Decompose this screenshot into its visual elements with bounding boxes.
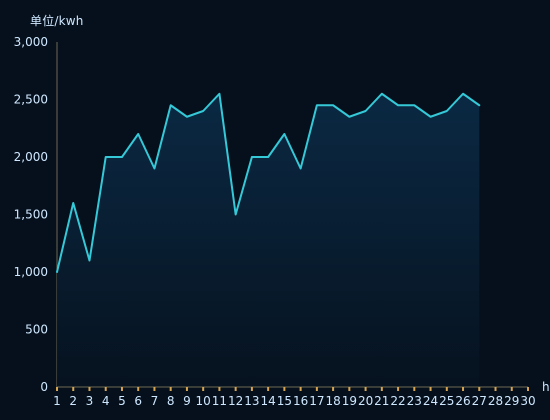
x-tick-label: 9 [183, 394, 191, 408]
x-tick-label: 30 [520, 394, 535, 408]
x-tick-label: 28 [488, 394, 503, 408]
y-tick-label: 1,000 [14, 265, 48, 279]
x-tick-label: 19 [342, 394, 357, 408]
x-tick-label: 12 [228, 394, 243, 408]
y-tick-label: 1,500 [14, 208, 48, 222]
x-tick-label: 10 [196, 394, 211, 408]
y-tick-label: 2,000 [14, 150, 48, 164]
x-tick-label: 17 [309, 394, 324, 408]
x-tick-label: 29 [504, 394, 519, 408]
x-tick-label: 6 [134, 394, 142, 408]
y-tick-label: 3,000 [14, 35, 48, 49]
y-tick-label: 2,500 [14, 93, 48, 107]
y-axis-unit-label: 单位/kwh [30, 14, 84, 28]
x-tick-label: 1 [53, 394, 61, 408]
x-tick-label: 18 [325, 394, 340, 408]
x-tick-label: 21 [374, 394, 389, 408]
x-tick-label: 24 [423, 394, 438, 408]
x-tick-label: 22 [390, 394, 405, 408]
x-tick-label: 13 [244, 394, 259, 408]
y-tick-label: 500 [25, 323, 48, 337]
x-axis-unit-label: h [542, 380, 550, 394]
x-tick-label: 8 [167, 394, 175, 408]
x-tick-label: 20 [358, 394, 373, 408]
x-tick-label: 25 [439, 394, 454, 408]
x-tick-label: 15 [277, 394, 292, 408]
x-tick-label: 11 [212, 394, 227, 408]
x-tick-label: 23 [407, 394, 422, 408]
x-tick-label: 26 [455, 394, 470, 408]
x-tick-label: 27 [472, 394, 487, 408]
x-tick-label: 4 [102, 394, 110, 408]
x-tick-label: 3 [86, 394, 94, 408]
area-fill [57, 93, 480, 387]
x-tick-label: 14 [260, 394, 275, 408]
x-tick-label: 16 [293, 394, 308, 408]
x-tick-label: 7 [151, 394, 159, 408]
x-tick-label: 5 [118, 394, 126, 408]
y-tick-label: 0 [40, 380, 48, 394]
x-tick-label: 2 [69, 394, 77, 408]
